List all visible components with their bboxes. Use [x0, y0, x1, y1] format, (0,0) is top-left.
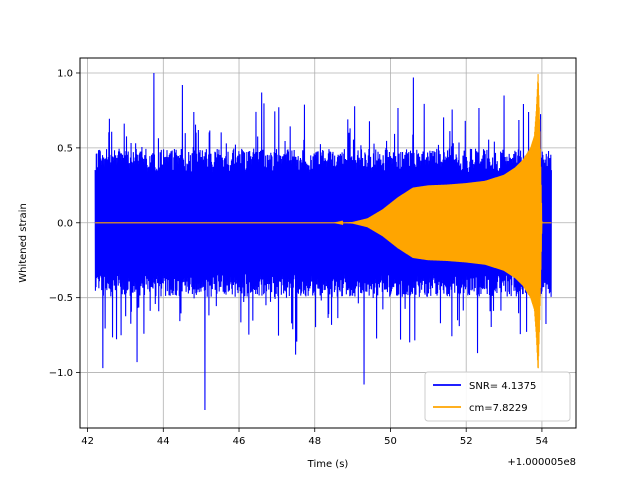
legend-label-cm: cm=7.8229 — [469, 403, 528, 414]
x-tick-label: 44 — [157, 436, 170, 447]
x-tick-label: 50 — [384, 436, 397, 447]
y-tick-label: −1.0 — [49, 368, 73, 379]
x-offset-label: +1.000005e8 — [507, 457, 576, 468]
ticks: 42 44 46 48 50 52 54 1.0 0.5 0.0 −0.5 −1.0 — [49, 68, 549, 447]
legend-label-snr: SNR= 4.1375 — [469, 381, 536, 392]
plot-frame — [79, 57, 577, 429]
x-tick-label: 42 — [81, 436, 94, 447]
y-axis-label: Whitened strain — [18, 203, 29, 283]
x-tick-label: 54 — [536, 436, 549, 447]
x-tick-label: 46 — [233, 436, 246, 447]
legend: SNR= 4.1375 cm=7.8229 — [424, 371, 571, 422]
y-tick-label: 0.5 — [57, 143, 73, 154]
legend-box — [424, 371, 571, 422]
y-tick-label: −0.5 — [49, 293, 73, 304]
y-tick-label: 1.0 — [57, 68, 73, 79]
series-layer — [94, 72, 552, 411]
x-axis-label: Time (s) — [307, 459, 349, 470]
series-cm-line — [95, 74, 552, 369]
y-tick-label: 0.0 — [57, 218, 73, 229]
x-tick-label: 48 — [308, 436, 321, 447]
x-tick-label: 52 — [460, 436, 473, 447]
